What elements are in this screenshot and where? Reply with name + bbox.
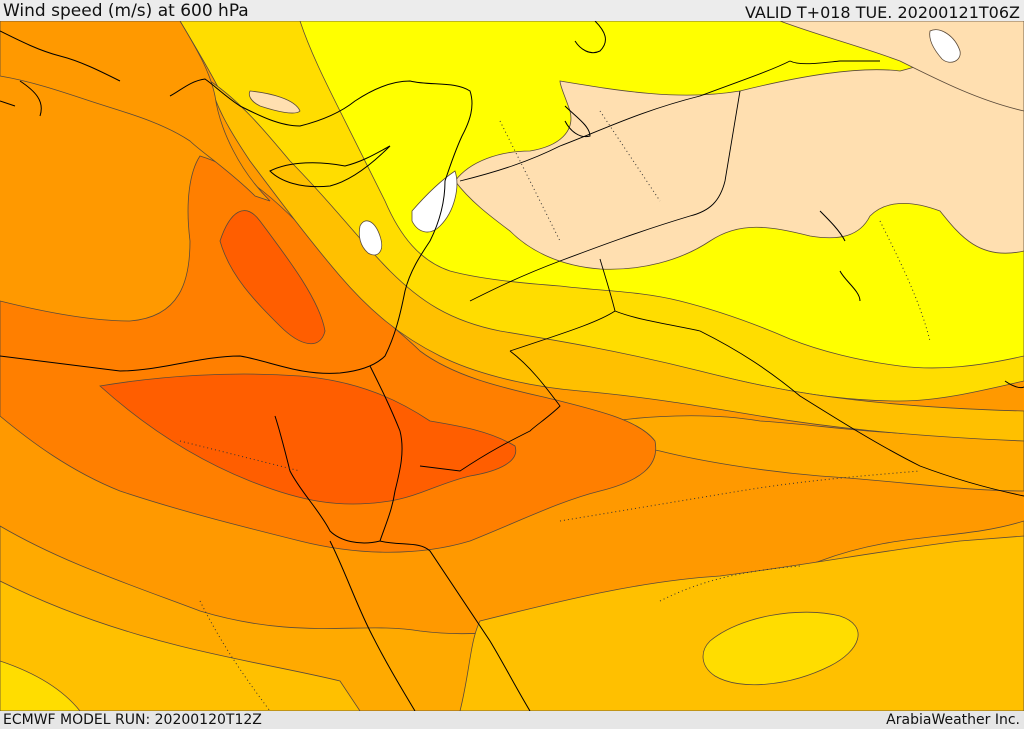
field-white-spot-1 bbox=[411, 170, 458, 233]
model-run-label: ECMWF MODEL RUN: 20200120T12Z bbox=[3, 712, 262, 728]
header-bar: Wind speed (m/s) at 600 hPa VALID T+018 … bbox=[0, 0, 1024, 21]
field-peach-ne bbox=[779, 21, 1024, 112]
borders bbox=[419, 60, 1024, 497]
field-yellow-sw bbox=[0, 660, 81, 711]
map-canvas bbox=[0, 21, 1024, 711]
footer-bar: ECMWF MODEL RUN: 20200120T12Z ArabiaWeat… bbox=[0, 711, 1024, 729]
field-white-spot-3 bbox=[929, 29, 961, 63]
field-peach-east bbox=[454, 21, 1024, 270]
coastlines bbox=[0, 21, 1024, 711]
field-amber-north bbox=[209, 80, 1024, 442]
map-title: Wind speed (m/s) at 600 hPa bbox=[3, 1, 249, 21]
field-gold-southwest bbox=[0, 580, 361, 711]
valid-time: VALID T+018 TUE. 20200121T06Z bbox=[744, 3, 1020, 22]
field-peach-west bbox=[248, 90, 301, 114]
field-yellow-blob-se bbox=[702, 611, 859, 686]
field-red-orange-north bbox=[219, 210, 326, 345]
weather-map[interactable] bbox=[0, 21, 1024, 711]
internal-borders bbox=[179, 110, 931, 711]
field-white-spot-2 bbox=[358, 220, 383, 256]
credit-label: ArabiaWeather Inc. bbox=[886, 712, 1020, 728]
field-red-orange-south bbox=[99, 373, 517, 505]
field-orange-west bbox=[0, 21, 271, 202]
